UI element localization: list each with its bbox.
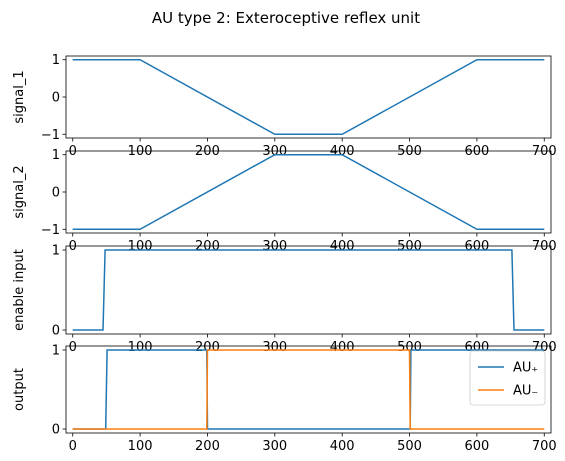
x-tick-label: 500 (397, 239, 422, 254)
x-tick-label: 300 (262, 239, 287, 254)
y-tick-label: 1 (52, 148, 60, 163)
x-tick-label: 200 (195, 144, 220, 159)
x-tick-label: 300 (262, 340, 287, 355)
y-axis-label: enable input (12, 249, 27, 331)
x-tick-label: 400 (330, 239, 355, 254)
axes-frame (65, 150, 552, 234)
series-line-2-1 (72, 153, 545, 231)
legend: AU₊ AU₋ (469, 350, 546, 406)
x-tick-label: 700 (532, 439, 557, 454)
x-tick-label: 400 (330, 439, 355, 454)
x-tick-label: 700 (532, 239, 557, 254)
y-tick-label: 0 (52, 186, 60, 201)
x-tick-label: 700 (532, 144, 557, 159)
axes-frame (65, 245, 552, 335)
x-tick-label: 100 (128, 144, 153, 159)
x-tick-label: 200 (195, 239, 220, 254)
axes-frame (65, 55, 552, 139)
y-axis-label: signal_2 (12, 165, 27, 218)
axes-frame (65, 345, 552, 434)
y-tick-label: 1 (52, 244, 60, 259)
x-tick-label: 200 (195, 439, 220, 454)
y-axis-label: output (12, 368, 27, 411)
legend-entry: AU₋ (513, 384, 538, 399)
x-tick-label: 400 (330, 340, 355, 355)
x-tick-label: 0 (69, 439, 77, 454)
y-axis-label: signal_1 (12, 70, 27, 123)
y-tick-label: 1 (52, 343, 60, 358)
series-line-3-1 (72, 249, 545, 331)
series-line-4-2 (72, 349, 545, 430)
x-tick-label: 400 (330, 144, 355, 159)
subplot-2: 0 100 200 300 400 500 600 700 −1 0 1 signal_2 (12, 148, 557, 254)
y-tick-label: 0 (52, 324, 60, 339)
figure-title: AU type 2: Exteroceptive reflex unit (152, 9, 420, 27)
x-tick-label: 0 (69, 340, 77, 355)
x-tick-label: 300 (262, 144, 287, 159)
y-tick-label: 0 (52, 423, 60, 438)
y-tick-label: −1 (41, 128, 60, 143)
x-tick-label: 600 (464, 239, 489, 254)
x-tick-label: 100 (128, 239, 153, 254)
x-tick-label: 100 (128, 439, 153, 454)
x-tick-label: 600 (464, 439, 489, 454)
x-tick-label: 200 (195, 340, 220, 355)
legend-entry: AU₊ (513, 361, 538, 376)
x-tick-label: 0 (69, 239, 77, 254)
legend-box (469, 350, 546, 406)
x-tick-label: 500 (397, 439, 422, 454)
x-tick-label: 500 (397, 144, 422, 159)
x-tick-label: 100 (128, 340, 153, 355)
x-tick-label: 500 (397, 340, 422, 355)
y-tick-label: −1 (41, 223, 60, 238)
y-tick-label: 1 (52, 53, 60, 68)
x-tick-label: 300 (262, 439, 287, 454)
y-tick-label: 0 (52, 91, 60, 106)
x-tick-label: 600 (464, 144, 489, 159)
subplot-1: 0 100 200 300 400 500 600 700 −1 0 1 signal_1 (12, 53, 557, 159)
series-line-1-1 (72, 58, 545, 136)
x-tick-label: 0 (69, 144, 77, 159)
